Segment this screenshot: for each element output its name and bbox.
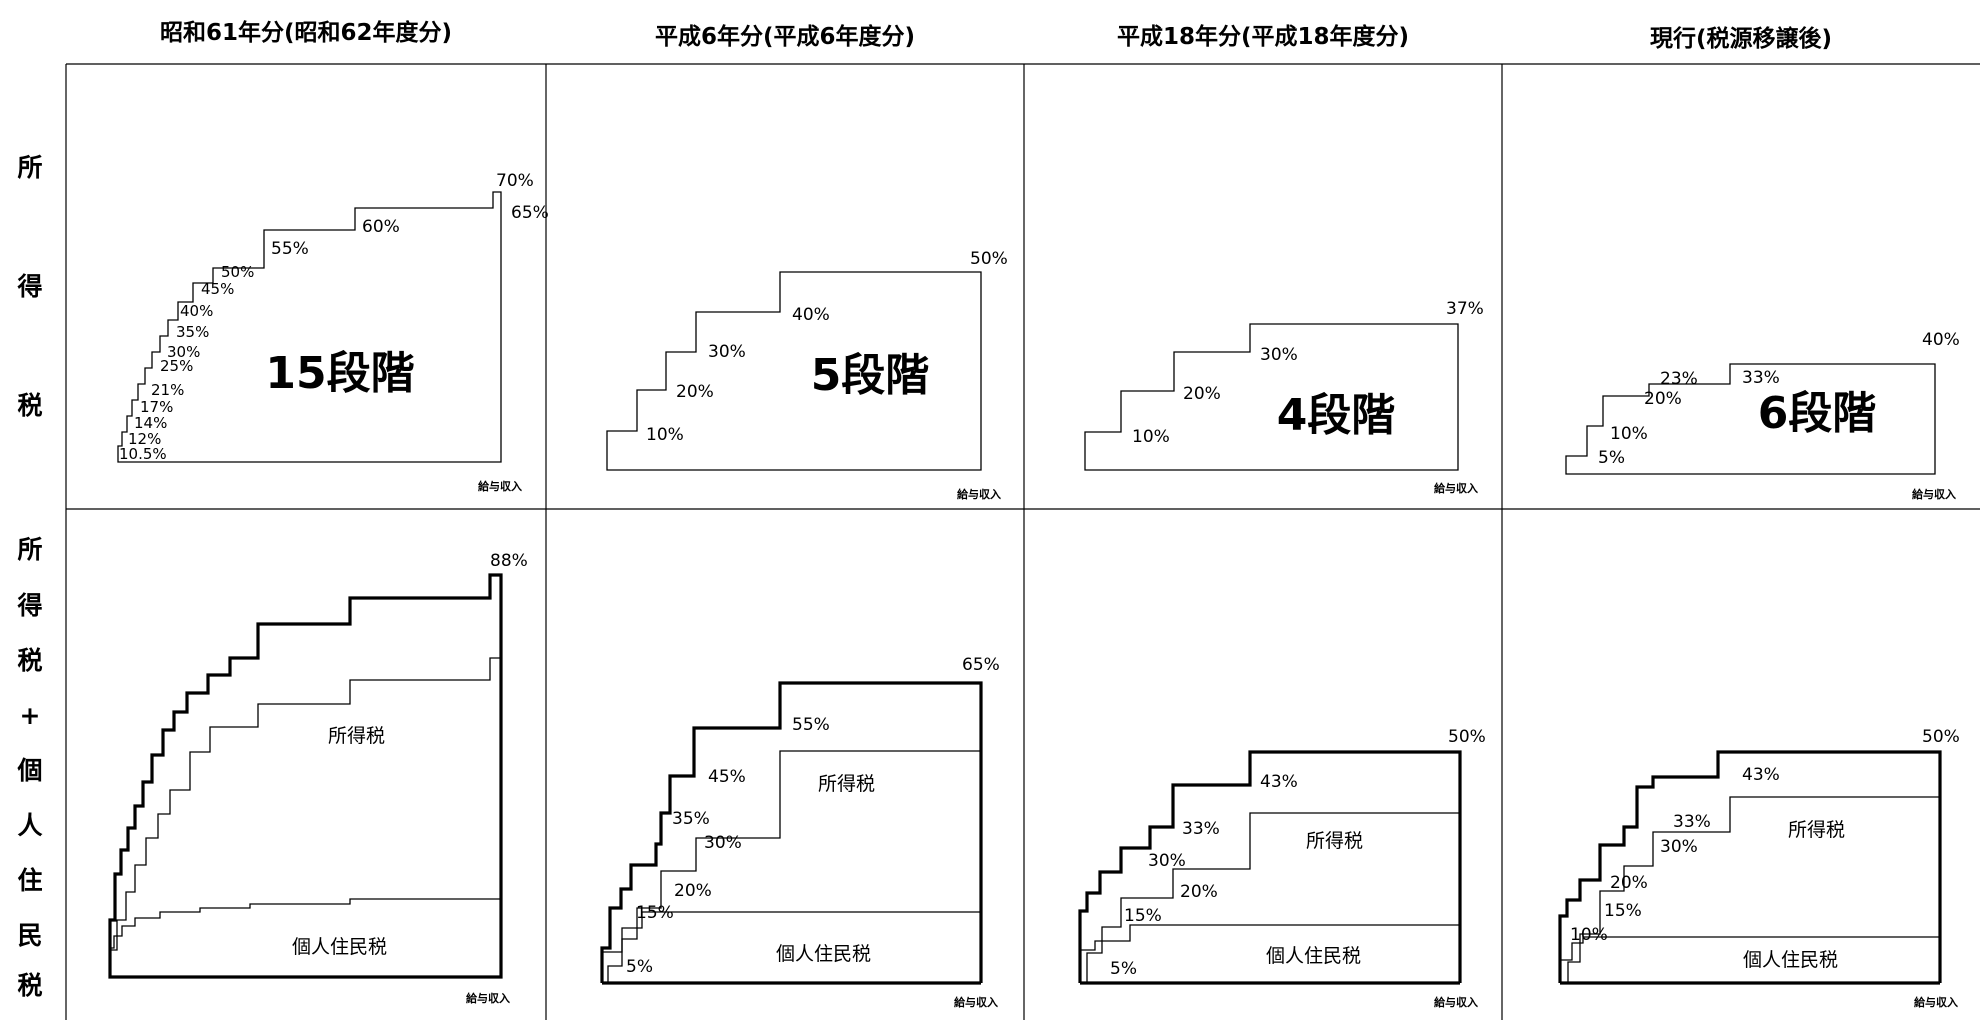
rate-label-14: 14% <box>134 414 167 432</box>
combined-curves-current <box>1558 750 1942 985</box>
column-header-3: 平成18年分(平成18年度分) <box>1117 23 1409 50</box>
column-header-1: 昭和61年分(昭和62年度分) <box>160 19 452 46</box>
rate-label-33: 33% <box>1742 368 1780 388</box>
rate-label-20: 20% <box>1610 873 1648 893</box>
rate-label-37: 37% <box>1446 299 1484 319</box>
axis-label-income: 給与収入 <box>478 479 522 493</box>
rate-label-5: 5% <box>1598 448 1625 468</box>
rate-label-10: 10% <box>646 425 684 445</box>
rate-label-20: 20% <box>674 881 712 901</box>
row-label-combined-3: 税 <box>17 646 42 675</box>
rate-label-50: 50% <box>221 263 254 281</box>
combined-curves-heisei18 <box>1078 750 1462 985</box>
series-label-resident-tax: 個人住民税 <box>1743 949 1838 971</box>
rate-label-17: 17% <box>140 398 173 416</box>
axis-label-income: 給与収入 <box>957 487 1001 501</box>
rate-label-40: 40% <box>180 302 213 320</box>
stages-label-6: 6段階 <box>1758 388 1877 439</box>
rate-label-10: 10% <box>1570 925 1608 945</box>
column-header-2: 平成6年分(平成6年度分) <box>655 23 915 50</box>
rate-label-10-5: 10.5% <box>119 445 167 463</box>
rate-label-43: 43% <box>1260 772 1298 792</box>
rate-label-55: 55% <box>271 239 309 259</box>
rate-label-30: 30% <box>708 342 746 362</box>
rate-label-50: 50% <box>970 249 1008 269</box>
rate-label-15: 15% <box>636 903 674 923</box>
income-tax-steps-current <box>1565 363 1936 475</box>
rate-label-45: 45% <box>201 280 234 298</box>
rate-label-20: 20% <box>1180 882 1218 902</box>
rate-label-20: 20% <box>1644 389 1682 409</box>
rate-label-50: 50% <box>1922 727 1960 747</box>
row-label-combined-8: 民 <box>17 921 42 950</box>
series-label-income-tax: 所得税 <box>1788 819 1845 841</box>
rate-label-40: 40% <box>792 305 830 325</box>
combined-curves-heisei6 <box>600 681 983 985</box>
row-label-combined-9: 税 <box>17 971 42 1000</box>
rate-label-35: 35% <box>176 323 209 341</box>
rate-label-55: 55% <box>792 715 830 735</box>
rate-label-60: 60% <box>362 217 400 237</box>
rate-label-5: 5% <box>1110 959 1137 979</box>
rate-label-30: 30% <box>1660 837 1698 857</box>
rate-label-12: 12% <box>128 430 161 448</box>
row-label-combined-6: 人 <box>17 811 42 840</box>
rate-label-43: 43% <box>1742 765 1780 785</box>
stages-label-15: 15段階 <box>265 348 414 399</box>
rate-label-65: 65% <box>511 203 549 223</box>
rate-label-15: 15% <box>1604 901 1642 921</box>
income-tax-steps-showa61 <box>117 191 502 463</box>
rate-label-23: 23% <box>1660 369 1698 389</box>
rate-label-30: 30% <box>1260 345 1298 365</box>
rate-label-40: 40% <box>1922 330 1960 350</box>
stages-label-5: 5段階 <box>811 350 930 401</box>
rate-label-10: 10% <box>1610 424 1648 444</box>
row-label-combined-5: 個 <box>16 756 42 785</box>
rate-label-5: 5% <box>626 957 653 977</box>
axis-label-income: 給与収入 <box>1434 481 1478 495</box>
income-tax-steps-heisei6 <box>606 271 982 471</box>
rate-label-45: 45% <box>708 767 746 787</box>
rate-label-25: 25% <box>160 357 193 375</box>
income-tax-steps-heisei18 <box>1084 323 1459 471</box>
row-label-income-tax-1: 所 <box>17 153 42 182</box>
rate-label-65: 65% <box>962 655 1000 675</box>
rate-label-15: 15% <box>1124 906 1162 926</box>
row-label-income-tax-3: 税 <box>17 391 42 420</box>
rate-label-33: 33% <box>1182 819 1220 839</box>
rate-label-50: 50% <box>1448 727 1486 747</box>
grid-frame <box>65 63 1980 1020</box>
stages-label-4: 4段階 <box>1277 390 1396 441</box>
rate-label-20: 20% <box>1183 384 1221 404</box>
row-label-combined-7: 住 <box>17 866 42 895</box>
axis-label-income: 給与収入 <box>1912 487 1956 501</box>
row-label-combined-4: + <box>20 701 41 730</box>
rate-label-21: 21% <box>151 381 184 399</box>
rate-label-20: 20% <box>676 382 714 402</box>
row-label-combined-2: 得 <box>16 591 42 620</box>
axis-label-income: 給与収入 <box>466 991 510 1005</box>
rate-label-30: 30% <box>167 343 200 361</box>
series-label-resident-tax: 個人住民税 <box>776 943 871 965</box>
column-header-4: 現行(税源移譲後) <box>1650 25 1832 52</box>
series-label-income-tax: 所得税 <box>818 773 875 795</box>
axis-label-income: 給与収入 <box>1914 995 1958 1009</box>
combined-curves-showa61 <box>108 573 503 979</box>
series-label-income-tax: 所得税 <box>1306 830 1363 852</box>
rate-label-10: 10% <box>1132 427 1170 447</box>
row-label-income-tax-2: 得 <box>16 272 42 301</box>
rate-label-88: 88% <box>490 551 528 571</box>
axis-label-income: 給与収入 <box>954 995 998 1009</box>
series-label-resident-tax: 個人住民税 <box>292 936 387 958</box>
rate-label-33: 33% <box>1673 812 1711 832</box>
series-label-income-tax: 所得税 <box>328 725 385 747</box>
row-label-combined-1: 所 <box>17 535 42 564</box>
series-label-resident-tax: 個人住民税 <box>1266 945 1361 967</box>
rate-label-30: 30% <box>1148 851 1186 871</box>
rate-label-70: 70% <box>496 171 534 191</box>
axis-label-income: 給与収入 <box>1434 995 1478 1009</box>
rate-label-30: 30% <box>704 833 742 853</box>
rate-label-35: 35% <box>672 809 710 829</box>
